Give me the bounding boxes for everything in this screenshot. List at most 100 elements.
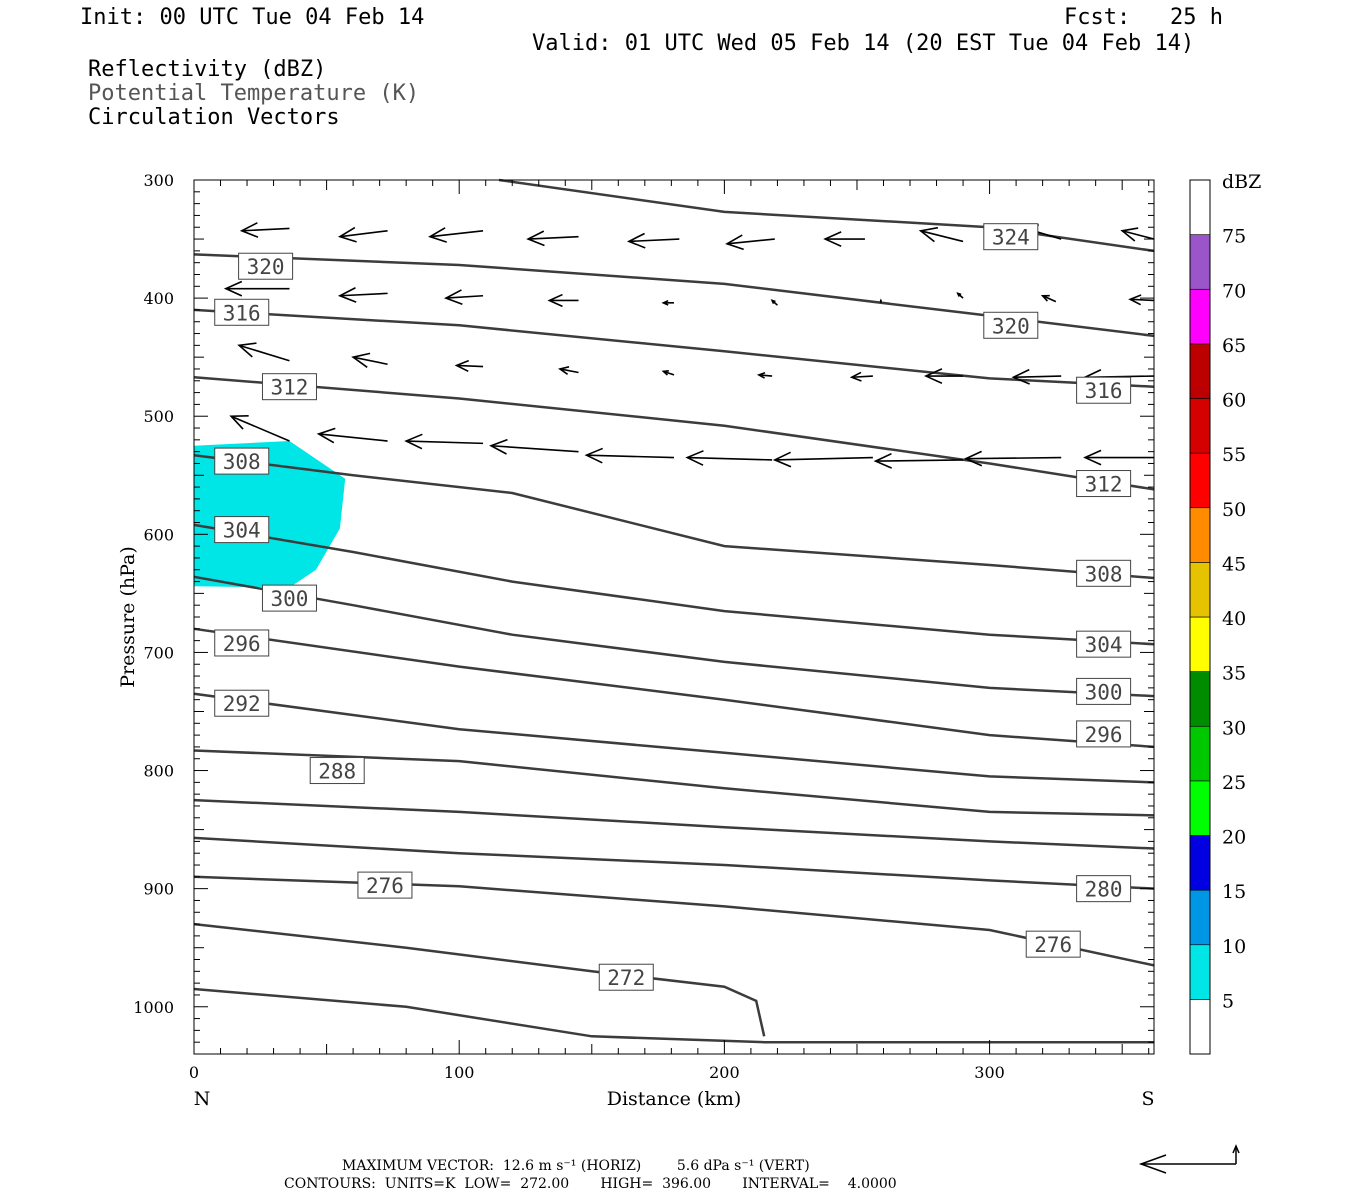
svg-text:324: 324 bbox=[992, 226, 1030, 250]
circulation-vector bbox=[963, 450, 1062, 467]
theta-contour-268 bbox=[193, 987, 1154, 1044]
colorbar-level-label: 15 bbox=[1222, 881, 1246, 903]
svg-text:312: 312 bbox=[271, 376, 309, 400]
svg-text:316: 316 bbox=[1085, 379, 1123, 403]
x-tick-label: 200 bbox=[709, 1063, 740, 1082]
theta-contour-320 bbox=[193, 253, 1155, 338]
colorbar-level-label: 45 bbox=[1222, 553, 1246, 575]
contour-label-312: 312 bbox=[1076, 470, 1132, 498]
contour-label-316: 316 bbox=[214, 298, 270, 326]
colorbar-segment bbox=[1189, 234, 1211, 290]
colorbar-level-label: 20 bbox=[1222, 827, 1246, 849]
circulation-vector bbox=[404, 433, 484, 450]
circulation-vector bbox=[558, 366, 579, 375]
colorbar-segment bbox=[1189, 562, 1211, 618]
circulation-vector bbox=[923, 368, 964, 384]
colorbar-segment bbox=[1189, 671, 1211, 727]
y-tick-label: 400 bbox=[143, 289, 174, 308]
circulation-vector bbox=[661, 369, 675, 376]
circulation-vector bbox=[351, 352, 388, 368]
circulation-vector bbox=[626, 232, 680, 249]
svg-text:276: 276 bbox=[1034, 933, 1072, 957]
circulation-vector bbox=[1011, 368, 1062, 385]
colorbar-level-label: 70 bbox=[1222, 280, 1246, 302]
contour-label-272: 272 bbox=[598, 963, 654, 991]
contour-label-292: 292 bbox=[214, 689, 270, 717]
field-reflectivity: Reflectivity (dBZ) bbox=[88, 57, 327, 82]
circulation-vector bbox=[756, 371, 773, 379]
svg-text:308: 308 bbox=[223, 450, 261, 474]
valid-time: Valid: 01 UTC Wed 05 Feb 14 (20 EST Tue … bbox=[532, 31, 1195, 56]
x-tick-label: 300 bbox=[974, 1063, 1005, 1082]
theta-contour-308 bbox=[193, 453, 1155, 580]
contour-label-276: 276 bbox=[1025, 930, 1081, 958]
x-end-label-north: N bbox=[194, 1088, 211, 1110]
circulation-vector bbox=[316, 427, 388, 444]
contour-label-316: 316 bbox=[1076, 376, 1132, 404]
contour-label-276: 276 bbox=[357, 871, 413, 899]
colorbar-segment bbox=[1189, 179, 1211, 235]
y-tick-label: 300 bbox=[143, 171, 174, 190]
svg-text:304: 304 bbox=[223, 519, 261, 543]
x-tick-label: 100 bbox=[444, 1063, 475, 1082]
circulation-vector bbox=[1128, 294, 1155, 306]
circulation-vector bbox=[725, 234, 775, 251]
contour-label-308: 308 bbox=[214, 447, 270, 475]
circulation-vector bbox=[956, 292, 964, 299]
colorbar-level-label: 40 bbox=[1222, 608, 1246, 630]
colorbar-segment bbox=[1189, 999, 1211, 1055]
colorbar-level-label: 50 bbox=[1222, 499, 1246, 521]
circulation-vector bbox=[918, 226, 964, 243]
theta-contour-324 bbox=[498, 178, 1155, 253]
colorbar-level-label: 25 bbox=[1222, 772, 1246, 794]
field-circulation-vectors: Circulation Vectors bbox=[88, 105, 340, 130]
init-time: Init: 00 UTC Tue 04 Feb 14 bbox=[80, 5, 425, 30]
circulation-vector bbox=[849, 371, 873, 382]
circulation-vector bbox=[770, 299, 778, 306]
colorbar-level-label: 65 bbox=[1222, 335, 1246, 357]
svg-text:300: 300 bbox=[271, 587, 309, 611]
theta-contour-300 bbox=[193, 575, 1155, 698]
colorbar-segment bbox=[1189, 835, 1211, 891]
circulation-vector bbox=[237, 342, 290, 362]
circulation-vector bbox=[584, 447, 675, 464]
colorbar-segment bbox=[1189, 944, 1211, 1000]
footer-contours: CONTOURS: UNITS=K LOW= 272.00 HIGH= 396.… bbox=[284, 1176, 897, 1192]
theta-contour-304 bbox=[193, 523, 1155, 646]
colorbar-level-label: 60 bbox=[1222, 390, 1246, 412]
colorbar-level-label: 55 bbox=[1222, 444, 1246, 466]
field-potential-temperature: Potential Temperature (K) bbox=[88, 81, 420, 106]
circulation-vector bbox=[1120, 227, 1155, 242]
theta-contour-272 bbox=[193, 922, 766, 1037]
theta-contour-296 bbox=[193, 627, 1155, 749]
theta-contour-316 bbox=[193, 308, 1155, 388]
y-tick-label: 800 bbox=[143, 762, 174, 781]
svg-text:292: 292 bbox=[223, 692, 261, 716]
reference-vector-arrow bbox=[1138, 1144, 1240, 1174]
contour-label-320: 320 bbox=[983, 311, 1039, 339]
y-tick-label: 1000 bbox=[133, 998, 174, 1017]
colorbar-segment bbox=[1189, 780, 1211, 836]
circulation-vector bbox=[823, 231, 865, 247]
circulation-vector bbox=[454, 359, 484, 373]
svg-text:316: 316 bbox=[223, 301, 261, 325]
circulation-vector bbox=[547, 293, 579, 308]
colorbar-segment bbox=[1189, 398, 1211, 454]
contour-label-300: 300 bbox=[1076, 677, 1132, 705]
y-tick-label: 900 bbox=[143, 880, 174, 899]
circulation-vector bbox=[661, 299, 674, 306]
svg-text:304: 304 bbox=[1085, 633, 1123, 657]
svg-text:320: 320 bbox=[247, 255, 285, 279]
theta-contour-284 bbox=[193, 798, 1155, 850]
contour-label-288: 288 bbox=[309, 757, 365, 785]
circulation-vector bbox=[1083, 449, 1154, 466]
forecast-hour: Fcst: 25 h bbox=[1064, 5, 1223, 30]
svg-text:300: 300 bbox=[1085, 680, 1123, 704]
x-end-label-south: S bbox=[1141, 1088, 1154, 1110]
colorbar-level-label: 30 bbox=[1222, 717, 1246, 739]
contour-label-296: 296 bbox=[214, 629, 270, 657]
colorbar-segment bbox=[1189, 452, 1211, 509]
plot-frame bbox=[193, 179, 1155, 1055]
svg-text:320: 320 bbox=[992, 314, 1030, 338]
